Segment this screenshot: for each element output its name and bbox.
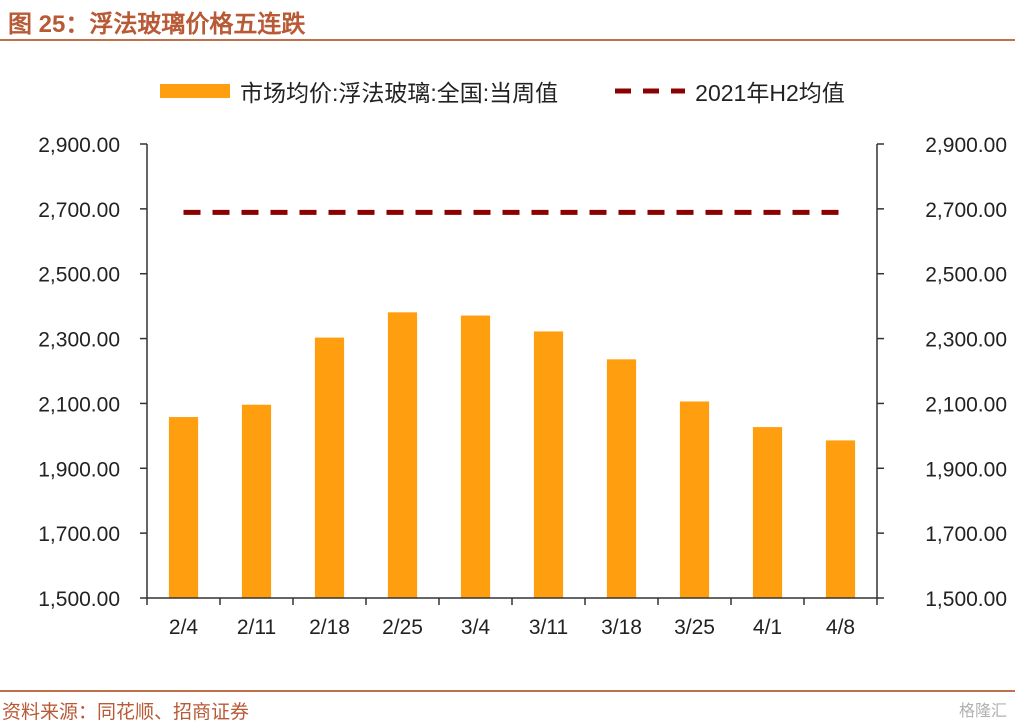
source-note: 资料来源：同花顺、招商证券: [2, 701, 250, 723]
bar-8: [752, 427, 783, 598]
x-tick-label-4: 3/4: [461, 616, 491, 639]
x-tick-label-8: 4/1: [753, 616, 782, 639]
y-tick-label-left-3: 2,100.00: [38, 393, 120, 416]
watermark: 格隆汇: [958, 703, 1007, 720]
y-tick-label-left-6: 2,700.00: [38, 199, 120, 222]
y-tick-label-left-1: 1,700.00: [38, 523, 120, 546]
figure-title-text: 浮法玻璃价格五连跌: [89, 9, 306, 38]
legend-bar-swatch: [160, 84, 230, 98]
figure-title: 图 25：浮法玻璃价格五连跌: [8, 4, 305, 39]
y-tick-label-left-0: 1,500.00: [38, 588, 120, 611]
bar-2: [314, 337, 345, 598]
legend-dash-swatch: [615, 88, 686, 94]
y-tick-label-right-0: 1,500.00: [925, 588, 1007, 611]
bar-9: [825, 440, 856, 598]
y-tick-label-left-7: 2,900.00: [38, 134, 120, 157]
x-tick-label-9: 4/8: [826, 616, 855, 639]
bar-7: [679, 401, 710, 598]
y-tick-label-left-4: 2,300.00: [38, 329, 120, 352]
y-tick-label-left-2: 1,900.00: [38, 458, 120, 481]
y-tick-label-right-7: 2,900.00: [925, 134, 1007, 157]
y-tick-label-right-2: 1,900.00: [925, 458, 1007, 481]
y-tick-label-right-3: 2,100.00: [925, 393, 1007, 416]
bar-5: [533, 331, 564, 598]
legend-label-bar-series: 市场均价:浮法玻璃:全国:当周值: [240, 80, 559, 106]
x-tick-label-1: 2/11: [237, 616, 276, 639]
x-tick-label-6: 3/18: [601, 616, 642, 639]
y-tick-label-right-6: 2,700.00: [925, 199, 1007, 222]
y-tick-label-right-1: 1,700.00: [925, 523, 1007, 546]
x-tick-label-0: 2/4: [169, 616, 199, 639]
bar-0: [168, 417, 199, 598]
y-tick-label-right-4: 2,300.00: [925, 329, 1007, 352]
bar-4: [460, 315, 491, 598]
x-tick-label-2: 2/18: [309, 616, 350, 639]
y-tick-label-right-5: 2,500.00: [925, 264, 1007, 287]
legend-item-reference: 2021年H2均值: [613, 74, 845, 108]
x-tick-label-3: 2/25: [382, 616, 423, 639]
source-divider: [0, 690, 1015, 692]
x-tick-label-7: 3/25: [674, 616, 715, 639]
title-divider: [0, 39, 1015, 41]
bar-6: [606, 359, 637, 598]
bar-3: [387, 312, 418, 598]
chart-legend: 市场均价:浮法玻璃:全国:当周值 2021年H2均值: [160, 76, 845, 106]
y-tick-label-left-5: 2,500.00: [38, 264, 120, 287]
legend-label-reference-series: 2021年H2均值: [695, 80, 845, 106]
x-tick-label-5: 3/11: [529, 616, 568, 639]
figure-number: 图 25：: [8, 11, 90, 38]
bar-1: [241, 404, 272, 598]
